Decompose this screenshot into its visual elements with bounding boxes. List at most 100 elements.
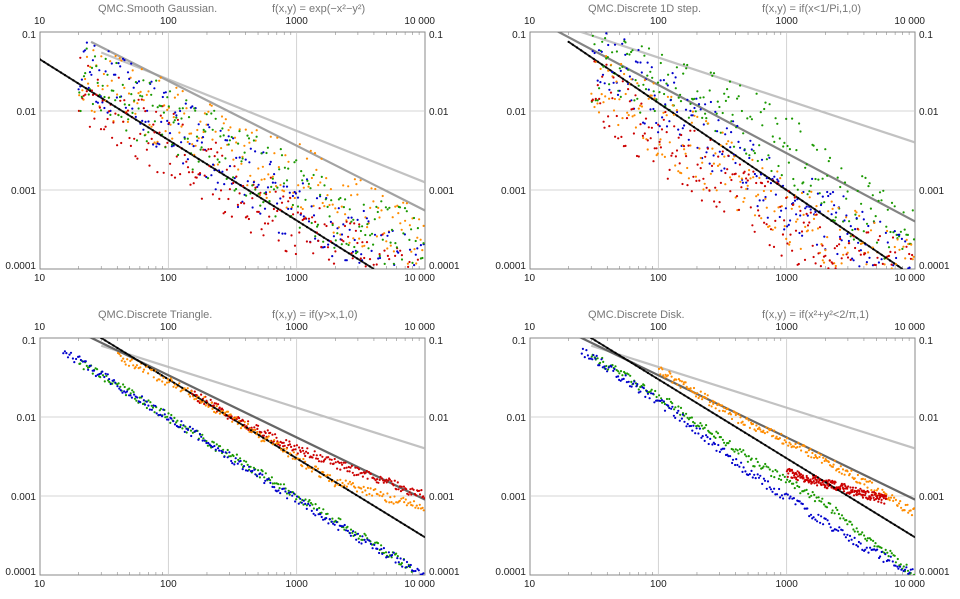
data-point bbox=[350, 220, 353, 223]
data-point bbox=[599, 81, 602, 84]
data-point bbox=[877, 500, 880, 503]
data-point bbox=[310, 509, 313, 512]
data-point bbox=[803, 258, 807, 261]
data-point bbox=[294, 192, 297, 195]
data-point bbox=[421, 506, 424, 509]
data-point bbox=[122, 383, 125, 386]
data-point bbox=[690, 416, 693, 419]
data-point bbox=[611, 97, 614, 100]
data-point bbox=[168, 90, 172, 93]
reference-point bbox=[360, 260, 363, 263]
data-point bbox=[315, 168, 318, 171]
data-point bbox=[142, 128, 145, 131]
data-point bbox=[159, 76, 162, 79]
data-point bbox=[364, 534, 367, 537]
data-point bbox=[716, 432, 720, 435]
x-tick-label-bottom: 10 bbox=[524, 273, 536, 284]
data-point bbox=[644, 88, 648, 91]
data-point bbox=[252, 466, 255, 469]
data-point bbox=[838, 228, 842, 231]
data-point bbox=[330, 458, 333, 461]
data-point bbox=[159, 114, 162, 117]
reference-point bbox=[897, 265, 900, 268]
data-point bbox=[246, 469, 249, 472]
reference-point bbox=[245, 426, 248, 429]
data-point bbox=[598, 97, 601, 100]
data-point bbox=[266, 186, 270, 189]
data-point bbox=[188, 425, 192, 428]
data-point bbox=[186, 158, 189, 161]
data-point bbox=[232, 181, 235, 185]
data-point bbox=[125, 129, 128, 132]
data-point bbox=[192, 145, 195, 148]
data-point bbox=[143, 403, 147, 406]
data-point bbox=[778, 137, 781, 140]
data-point bbox=[650, 94, 653, 97]
data-point bbox=[380, 477, 383, 480]
data-point bbox=[721, 409, 725, 412]
data-point bbox=[902, 565, 905, 568]
data-point bbox=[817, 496, 820, 499]
data-point bbox=[177, 153, 180, 156]
data-point bbox=[85, 90, 88, 93]
data-point bbox=[909, 568, 912, 571]
data-point bbox=[294, 252, 297, 256]
data-point bbox=[677, 136, 680, 139]
data-point bbox=[651, 76, 654, 79]
data-point bbox=[755, 181, 758, 185]
data-point bbox=[752, 149, 755, 152]
data-point bbox=[762, 189, 765, 193]
reference-point bbox=[226, 176, 229, 179]
data-point bbox=[812, 480, 815, 483]
data-point bbox=[846, 523, 849, 526]
data-point bbox=[73, 361, 76, 364]
data-point bbox=[180, 125, 183, 128]
data-point bbox=[291, 494, 294, 497]
data-point bbox=[786, 144, 789, 148]
data-point bbox=[261, 165, 264, 168]
reference-point bbox=[43, 60, 46, 64]
data-point bbox=[348, 470, 351, 473]
data-point bbox=[264, 472, 267, 475]
x-tick-label-bottom: 10 000 bbox=[404, 273, 435, 284]
data-point bbox=[260, 152, 263, 155]
data-point bbox=[624, 372, 627, 375]
data-point bbox=[861, 477, 864, 480]
data-point bbox=[729, 190, 732, 193]
data-point bbox=[263, 192, 266, 195]
data-point bbox=[208, 155, 211, 158]
data-point bbox=[717, 155, 720, 158]
data-point bbox=[399, 490, 403, 493]
data-point bbox=[786, 437, 789, 440]
data-point bbox=[302, 186, 305, 189]
data-point bbox=[798, 231, 801, 235]
data-point bbox=[329, 188, 332, 191]
data-point bbox=[220, 147, 223, 150]
data-point bbox=[321, 201, 324, 205]
data-point bbox=[248, 465, 251, 468]
data-point bbox=[766, 216, 769, 219]
data-point bbox=[729, 455, 732, 458]
data-point bbox=[226, 410, 230, 413]
data-point bbox=[418, 218, 421, 221]
data-point bbox=[664, 373, 667, 376]
data-point bbox=[880, 550, 883, 554]
reference-point bbox=[189, 152, 192, 155]
data-point bbox=[646, 139, 649, 142]
reference-point bbox=[738, 157, 741, 160]
reference-point bbox=[826, 216, 829, 219]
data-point bbox=[256, 427, 259, 430]
data-point bbox=[231, 462, 234, 465]
data-point bbox=[904, 240, 907, 243]
data-point bbox=[123, 360, 126, 363]
data-point bbox=[179, 425, 182, 429]
data-point bbox=[630, 380, 633, 383]
data-point bbox=[239, 459, 242, 463]
data-point bbox=[695, 97, 698, 100]
data-point bbox=[668, 406, 671, 410]
data-point bbox=[147, 120, 150, 123]
data-point bbox=[244, 469, 248, 472]
reference-point bbox=[755, 168, 758, 171]
data-point bbox=[133, 137, 136, 140]
data-point bbox=[798, 205, 801, 208]
